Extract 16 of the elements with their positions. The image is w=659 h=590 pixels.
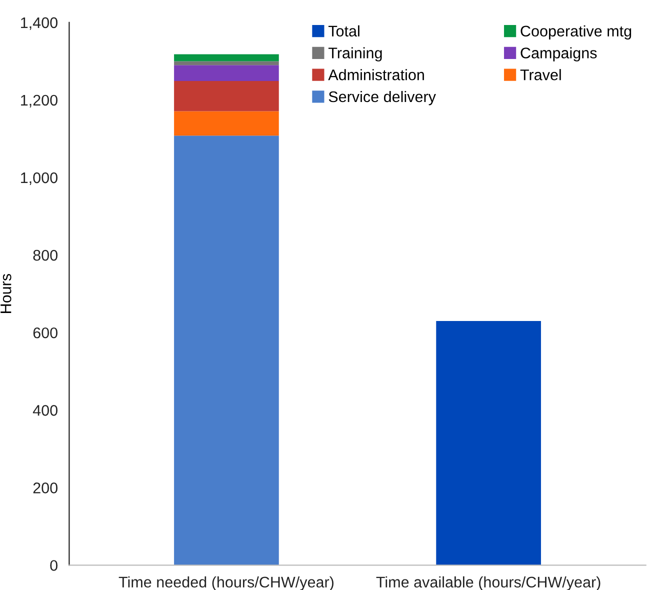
legend-label: Campaigns xyxy=(520,47,597,62)
y-axis-title: Hours xyxy=(0,274,12,313)
y-tick-label: 200 xyxy=(33,482,58,494)
y-tick-label: 1,200 xyxy=(21,94,58,108)
y-tick-label: 400 xyxy=(32,405,58,416)
legend-label: Training xyxy=(328,47,382,62)
y-tick-label: 600 xyxy=(33,327,58,338)
legend-label: Cooperative mtg xyxy=(520,25,632,40)
legend-label: Service delivery xyxy=(328,90,436,106)
legend-label: Administration xyxy=(328,69,424,80)
y-tick-label: 1,400 xyxy=(21,17,58,30)
legend-label: Travel xyxy=(520,69,561,80)
legend-label: Total xyxy=(328,25,360,37)
y-tick-label: 1,000 xyxy=(21,172,58,185)
y-tick-label: 800 xyxy=(33,250,58,261)
y-tick-label: 0 xyxy=(50,560,58,571)
